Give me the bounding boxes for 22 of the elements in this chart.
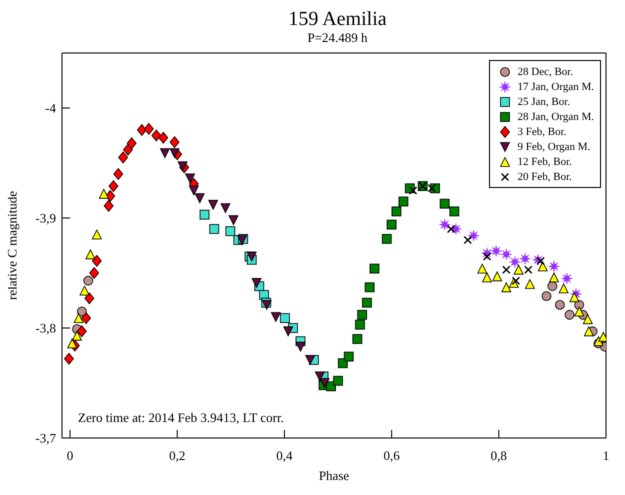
y-tick-label: -3,7 <box>35 430 56 446</box>
x-tick-label: 0,6 <box>383 448 400 463</box>
x-tick-label: 0,8 <box>490 448 507 463</box>
legend-label: 17 Jan, Organ M. <box>518 80 594 92</box>
legend-label: 9 Feb, Organ M. <box>518 140 590 152</box>
x-tick-label: 0,4 <box>276 448 294 463</box>
y-tick-label: -3,8 <box>35 320 56 336</box>
y-tick-label: -3,9 <box>35 210 56 226</box>
x-tick-label: 0 <box>66 448 74 463</box>
x-axis-title: Phase <box>318 468 350 483</box>
x-tick-label: 1 <box>602 448 610 463</box>
chart-subtitle: P=24.489 h <box>306 30 369 46</box>
legend-label: 28 Jan, Organ M. <box>518 110 594 122</box>
legend-label: 25 Jan, Bor. <box>518 96 570 108</box>
y-tick-label: -4 <box>45 100 56 116</box>
legend-label: 12 Feb, Bor. <box>518 156 572 168</box>
legend-label: 3 Feb, Bor. <box>518 126 566 138</box>
chart-title: 159 Aemilia <box>287 8 388 30</box>
legend-label: 20 Feb, Bor. <box>518 170 572 182</box>
x-tick-label: 0,2 <box>169 448 186 463</box>
legend-label: 28 Dec, Bor. <box>518 66 574 78</box>
annotation: Zero time at: 2014 Feb 3.9413, LT corr. <box>78 410 284 426</box>
